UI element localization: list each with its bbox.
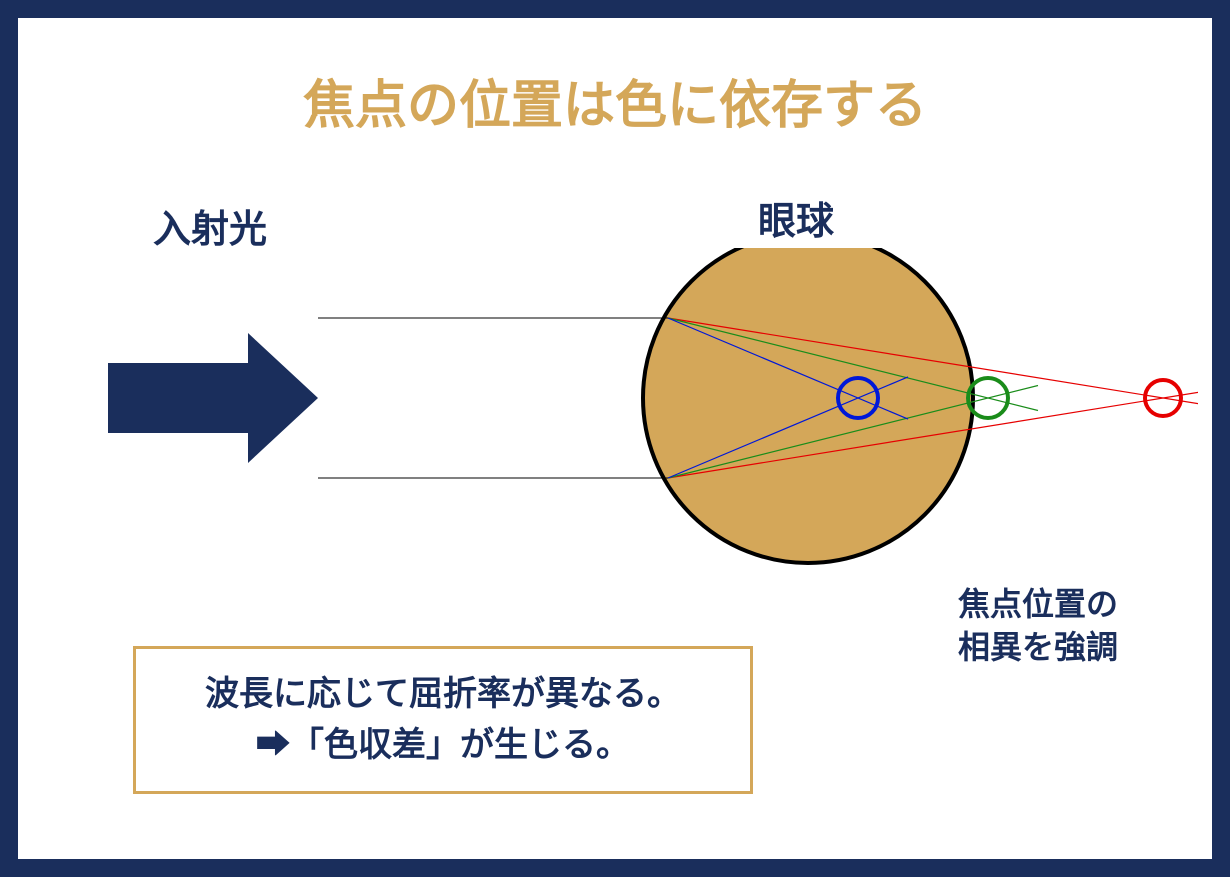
caption-box: 波長に応じて屈折率が異なる。 ➡「色収差」が生じる。 bbox=[133, 646, 753, 794]
label-incident-light: 入射光 bbox=[153, 198, 267, 253]
caption-line-2: ➡「色収差」が生じる。 bbox=[146, 720, 740, 771]
chromatic-aberration-diagram bbox=[88, 248, 1198, 588]
label-eyeball: 眼球 bbox=[758, 190, 834, 245]
slide-title: 焦点の位置は色に依存する bbox=[18, 63, 1212, 138]
label-focal-diff-note: 焦点位置の 相異を強調 bbox=[958, 583, 1118, 669]
note-line2: 相異を強調 bbox=[958, 629, 1118, 665]
caption-line-1: 波長に応じて屈折率が異なる。 bbox=[146, 669, 740, 720]
note-line1: 焦点位置の bbox=[958, 586, 1118, 622]
slide-frame: 焦点の位置は色に依存する 入射光 眼球 焦点位置の 相異を強調 波長に応じて屈折… bbox=[0, 0, 1230, 877]
